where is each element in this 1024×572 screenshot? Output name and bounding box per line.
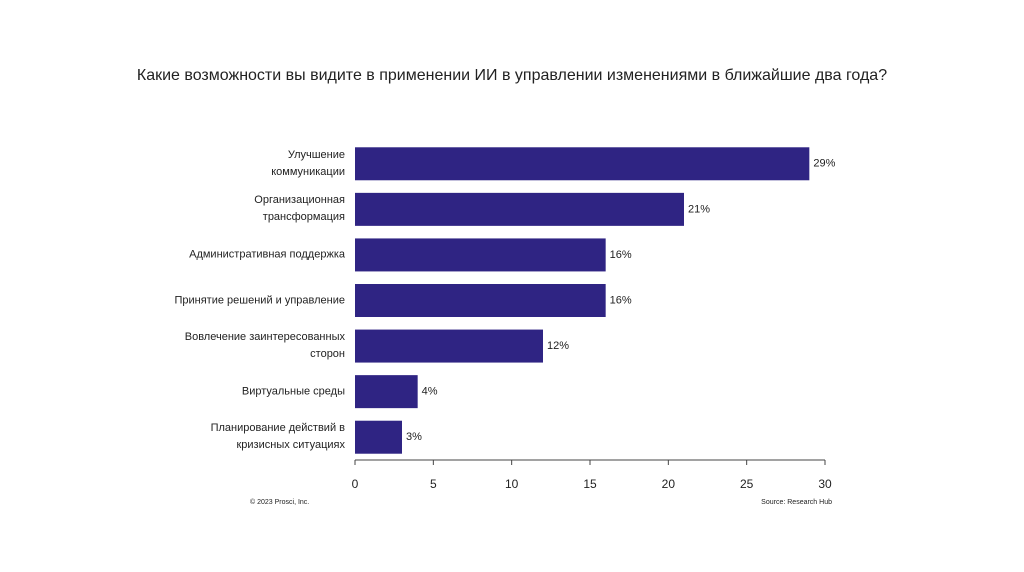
x-tick-label: 5 — [430, 477, 437, 491]
category-label: Виртуальные среды — [241, 385, 345, 398]
bar — [355, 284, 606, 317]
category-label: Административная поддержка — [189, 248, 345, 261]
category-label: Вовлечение заинтересованных сторон — [184, 331, 345, 361]
value-label: 12% — [547, 340, 569, 352]
copyright: © 2023 Prosci, Inc. — [250, 498, 309, 506]
value-label: 4% — [422, 386, 438, 398]
source: Source: Research Hub — [761, 499, 832, 506]
x-tick-label: 25 — [740, 477, 754, 491]
value-label: 29% — [813, 158, 835, 170]
value-label: 16% — [610, 249, 632, 261]
x-tick-label: 30 — [818, 477, 832, 491]
category-label: Планирование действий в кризисных ситуац… — [210, 422, 345, 452]
bar — [355, 329, 543, 363]
bar — [355, 192, 684, 226]
bar — [355, 375, 418, 409]
value-label: 16% — [610, 294, 632, 306]
x-tick-label: 0 — [352, 477, 359, 491]
value-label: 21% — [688, 203, 710, 215]
bar — [355, 238, 606, 272]
category-label: Организационная трансформация — [254, 194, 345, 224]
x-tick-label: 20 — [662, 477, 676, 491]
value-label: 3% — [406, 431, 422, 443]
bar — [355, 147, 810, 181]
x-tick-label: 15 — [583, 477, 597, 491]
chart-title: Какие возможности вы видите в применении… — [137, 67, 887, 84]
x-tick-label: 10 — [505, 477, 519, 491]
category-label: Улучшение коммуникации — [271, 148, 345, 178]
bar — [355, 420, 402, 454]
category-label: Принятие решений и управление — [174, 294, 345, 306]
